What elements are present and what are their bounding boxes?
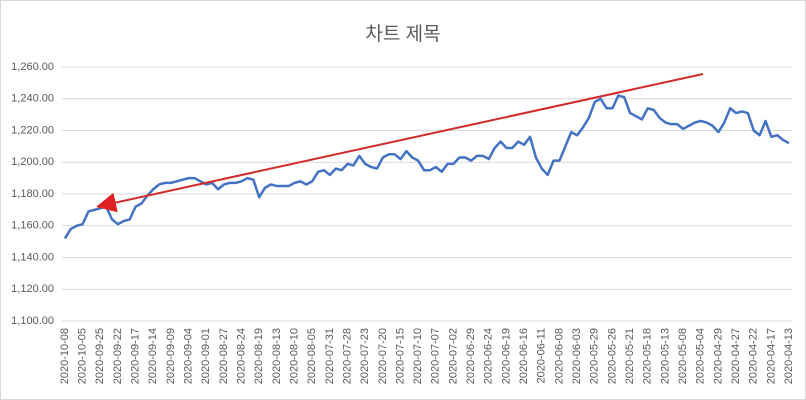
x-tick-label: 2020-04-27 (730, 328, 742, 384)
x-tick-label: 2020-05-29 (589, 328, 601, 384)
x-tick-label: 2020-08-27 (218, 328, 230, 384)
x-tick-label: 2020-08-24 (235, 328, 247, 384)
x-tick-label: 2020-10-05 (77, 328, 89, 384)
y-tick-label: 1,120.00 (11, 283, 54, 295)
chart-title: 차트 제목 (365, 23, 440, 45)
x-tick-label: 2020-09-04 (182, 328, 194, 384)
x-tick-label: 2020-08-05 (306, 328, 318, 384)
x-tick-label: 2020-07-02 (447, 328, 459, 384)
x-tick-label: 2020-04-29 (712, 328, 724, 384)
x-tick-label: 2020-06-08 (553, 328, 565, 384)
x-tick-label: 2020-06-19 (500, 328, 512, 384)
x-tick-label: 2020-06-24 (483, 328, 495, 384)
x-tick-label: 2020-07-28 (341, 328, 353, 384)
x-tick-label: 2020-06-03 (571, 328, 583, 384)
x-tick-label: 2020-09-14 (147, 328, 159, 384)
y-tick-label: 1,200.00 (11, 156, 54, 168)
x-tick-label: 2020-08-19 (253, 328, 265, 384)
x-tick-label: 2020-09-09 (165, 328, 177, 384)
y-tick-label: 1,160.00 (11, 220, 54, 232)
x-tick-label: 2020-05-26 (606, 328, 618, 384)
x-tick-label: 2020-09-22 (112, 328, 124, 384)
y-tick-label: 1,240.00 (11, 93, 54, 105)
x-tick-label: 2020-07-15 (394, 328, 406, 384)
x-tick-label: 2020-05-08 (677, 328, 689, 384)
x-tick-label: 2020-08-13 (271, 328, 283, 384)
x-tick-label: 2020-07-23 (359, 328, 371, 384)
x-tick-label: 2020-07-07 (430, 328, 442, 384)
x-tick-label: 2020-05-13 (659, 328, 671, 384)
x-tick-label: 2020-06-29 (465, 328, 477, 384)
x-tick-label: 2020-09-17 (129, 328, 141, 384)
y-tick-label: 1,220.00 (11, 124, 54, 136)
x-tick-label: 2020-07-20 (377, 328, 389, 384)
x-tick-label: 2020-06-16 (518, 328, 530, 384)
x-tick-label: 2020-08-10 (288, 328, 300, 384)
y-tick-label: 1,140.00 (11, 251, 54, 263)
x-tick-label: 2020-04-13 (783, 328, 795, 384)
x-tick-label: 2020-05-04 (695, 328, 707, 384)
plot-area: 1,100.00 1,120.00 1,140.00 1,160.00 1,180.00… (11, 61, 795, 384)
x-tick-label: 2020-10-08 (59, 328, 71, 384)
trend-arrow (96, 73, 704, 213)
y-tick-label: 1,180.00 (11, 188, 54, 200)
y-tick-label: 1,260.00 (11, 61, 54, 73)
data-line (63, 94, 790, 240)
x-tick-label: 2020-06-11 (536, 328, 548, 383)
x-tick-label: 2020-07-10 (412, 328, 424, 384)
y-tick-label: 1,100.00 (11, 315, 54, 327)
x-tick-label: 2020-04-22 (748, 328, 760, 384)
x-tick-label: 2020-05-18 (642, 328, 654, 384)
x-tick-label: 2020-09-25 (94, 328, 106, 384)
x-tick-label: 2020-07-31 (324, 328, 336, 384)
x-tick-label: 2020-09-01 (200, 328, 212, 384)
x-tick-label: 2020-05-21 (624, 328, 636, 384)
x-tick-label: 2020-04-17 (765, 328, 777, 384)
